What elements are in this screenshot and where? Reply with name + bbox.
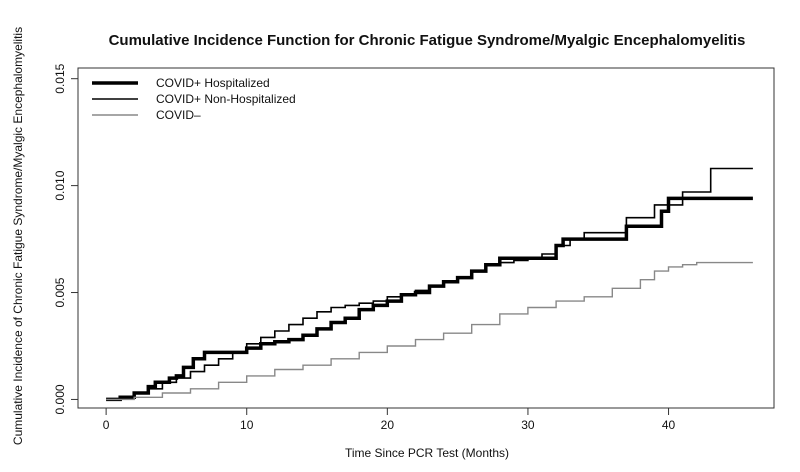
x-tick-label: 20 [381, 418, 395, 432]
series-line-2 [106, 261, 753, 401]
chart-title: Cumulative Incidence Function for Chroni… [109, 32, 746, 49]
x-axis-label: Time Since PCR Test (Months) [345, 446, 509, 460]
legend: COVID+ Hospitalized COVID+ Non-Hospitaliz… [92, 76, 296, 122]
y-tick-label: 0.000 [53, 384, 67, 414]
x-tick-label: 40 [662, 418, 676, 432]
y-tick-label: 0.005 [53, 277, 67, 307]
y-tick-label: 0.010 [53, 170, 67, 200]
legend-label-1: COVID+ Non-Hospitalized [156, 92, 296, 106]
y-axis-label: Cumulative Incidence of Chronic Fatigue … [11, 27, 25, 445]
y-axis: 0.000 0.005 0.010 0.015 [53, 63, 79, 414]
series-line-1 [106, 167, 753, 401]
x-axis: 0 10 20 30 40 [103, 407, 676, 432]
x-tick-label: 10 [240, 418, 254, 432]
series-layer [106, 167, 753, 402]
legend-label-0: COVID+ Hospitalized [156, 76, 270, 90]
y-tick-label: 0.015 [53, 63, 67, 93]
legend-label-2: COVID– [156, 108, 201, 122]
series-line-0 [106, 196, 753, 402]
x-tick-label: 0 [103, 418, 110, 432]
x-tick-label: 30 [521, 418, 535, 432]
